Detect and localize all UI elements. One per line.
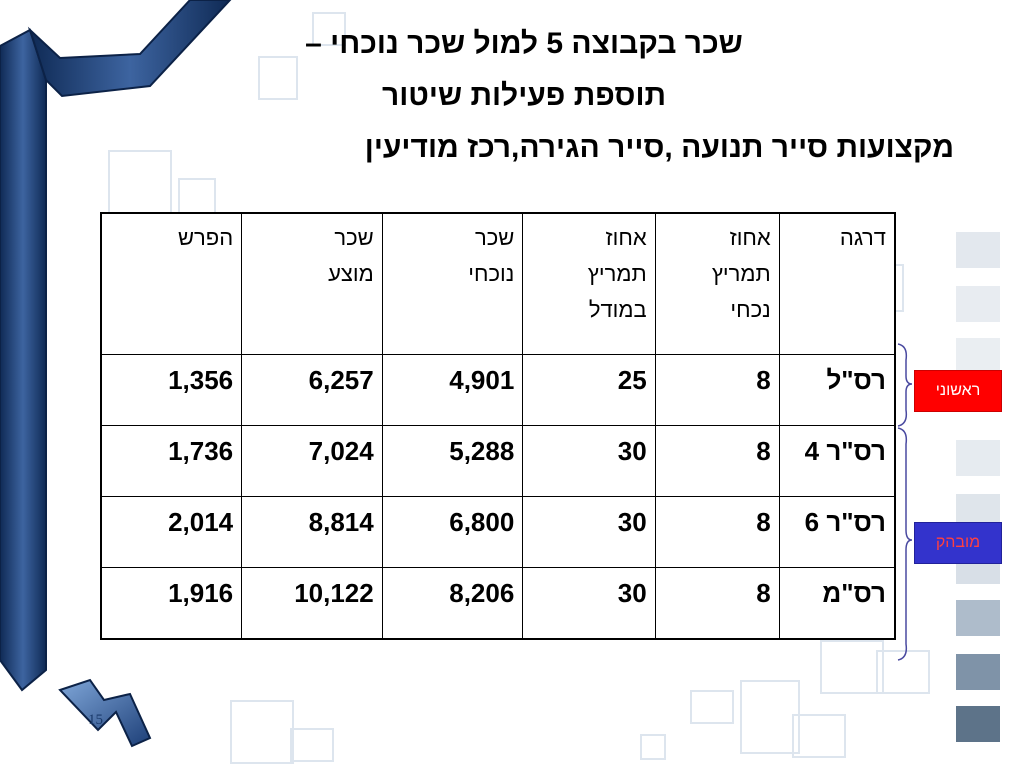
header-current-salary: שכר נוכחי bbox=[381, 212, 524, 355]
decor-square bbox=[740, 680, 800, 754]
cell-model-incentive: 30 bbox=[522, 496, 656, 568]
cell-rank: רס"מ bbox=[778, 567, 896, 640]
side-tile bbox=[956, 338, 1000, 374]
page-number: 15 bbox=[88, 712, 103, 728]
salary-table: דרגה אחוז תמריץ נכחי אחוז תמריץ במודל שכ… bbox=[100, 212, 896, 640]
header-proposed-salary: שכר מוצע bbox=[241, 212, 383, 355]
decor-square bbox=[876, 650, 930, 694]
table-header-row: דרגה אחוז תמריץ נכחי אחוז תמריץ במודל שכ… bbox=[100, 212, 896, 355]
cell-model-incentive: 25 bbox=[522, 354, 656, 426]
cell-difference: 1,736 bbox=[100, 425, 243, 497]
cell-rank: רס"ר 4 bbox=[778, 425, 896, 497]
group-braces bbox=[897, 343, 913, 661]
decor-square bbox=[690, 690, 734, 724]
cell-difference: 1,356 bbox=[100, 354, 243, 426]
decor-square bbox=[290, 728, 334, 762]
decor-square bbox=[820, 640, 884, 694]
cursor-arrow bbox=[58, 678, 152, 748]
table-row: רס"ר 6 8 30 6,800 8,814 2,014 bbox=[100, 496, 896, 568]
header-difference: הפרש bbox=[100, 212, 243, 355]
side-tile bbox=[956, 600, 1000, 636]
side-tile bbox=[956, 440, 1000, 476]
cell-proposed-salary: 8,814 bbox=[241, 496, 383, 568]
cell-current-salary: 5,288 bbox=[381, 425, 524, 497]
decor-square bbox=[230, 700, 294, 764]
cell-current-salary: 6,800 bbox=[381, 496, 524, 568]
cell-rank: רס"ל bbox=[778, 354, 896, 426]
cell-rank: רס"ר 6 bbox=[778, 496, 896, 568]
cell-model-incentive: 30 bbox=[522, 425, 656, 497]
table-row: רס"ל 8 25 4,901 6,257 1,356 bbox=[100, 354, 896, 426]
frame-top-bar bbox=[27, 0, 232, 98]
cell-difference: 2,014 bbox=[100, 496, 243, 568]
side-tile bbox=[956, 706, 1000, 742]
header-label: שכר נוכחי bbox=[468, 225, 515, 286]
header-current-incentive: אחוז תמריץ נכחי bbox=[654, 212, 780, 355]
cell-current-incentive: 8 bbox=[654, 425, 780, 497]
title-line-2: תוספת פעילות שיטור bbox=[381, 79, 667, 112]
cell-proposed-salary: 6,257 bbox=[241, 354, 383, 426]
brace-first bbox=[897, 343, 913, 427]
header-label: הפרש bbox=[177, 225, 234, 250]
label-excellent-group: מובהק bbox=[914, 522, 1002, 564]
cell-proposed-salary: 10,122 bbox=[241, 567, 383, 640]
cell-proposed-salary: 7,024 bbox=[241, 425, 383, 497]
side-tile bbox=[956, 654, 1000, 690]
cell-current-salary: 8,206 bbox=[381, 567, 524, 640]
decor-square bbox=[640, 734, 666, 760]
cell-current-incentive: 8 bbox=[654, 354, 780, 426]
label-first-group: ראשוני bbox=[914, 370, 1002, 412]
side-tile bbox=[956, 286, 1000, 322]
cell-current-incentive: 8 bbox=[654, 567, 780, 640]
header-label: דרגה bbox=[839, 225, 886, 250]
slide-title: שכר בקבוצה 5 למול שכר נוכחי – תוספת פעיל… bbox=[94, 18, 954, 174]
decor-square bbox=[792, 714, 846, 758]
header-label: אחוז תמריץ נכחי bbox=[711, 225, 771, 322]
brace-excellent bbox=[897, 427, 913, 661]
cell-model-incentive: 30 bbox=[522, 567, 656, 640]
frame-vertical-bar bbox=[0, 28, 47, 692]
frame-arrow-graphic bbox=[0, 0, 232, 748]
cell-current-salary: 4,901 bbox=[381, 354, 524, 426]
side-tile bbox=[956, 232, 1000, 268]
title-line-3: מקצועות סייר תנועה ,סייר הגירה,רכז מודיע… bbox=[364, 131, 954, 164]
decor-square bbox=[258, 56, 298, 100]
title-line-1: שכר בקבוצה 5 למול שכר נוכחי – bbox=[305, 27, 743, 60]
cell-difference: 1,916 bbox=[100, 567, 243, 640]
header-rank: דרגה bbox=[778, 212, 896, 355]
header-label: אחוז תמריץ במודל bbox=[587, 225, 647, 322]
header-model-incentive: אחוז תמריץ במודל bbox=[522, 212, 656, 355]
header-label: שכר מוצע bbox=[328, 225, 374, 286]
table-row: רס"מ 8 30 8,206 10,122 1,916 bbox=[100, 567, 896, 640]
table-row: רס"ר 4 8 30 5,288 7,024 1,736 bbox=[100, 425, 896, 497]
cell-current-incentive: 8 bbox=[654, 496, 780, 568]
decor-square bbox=[312, 12, 346, 46]
